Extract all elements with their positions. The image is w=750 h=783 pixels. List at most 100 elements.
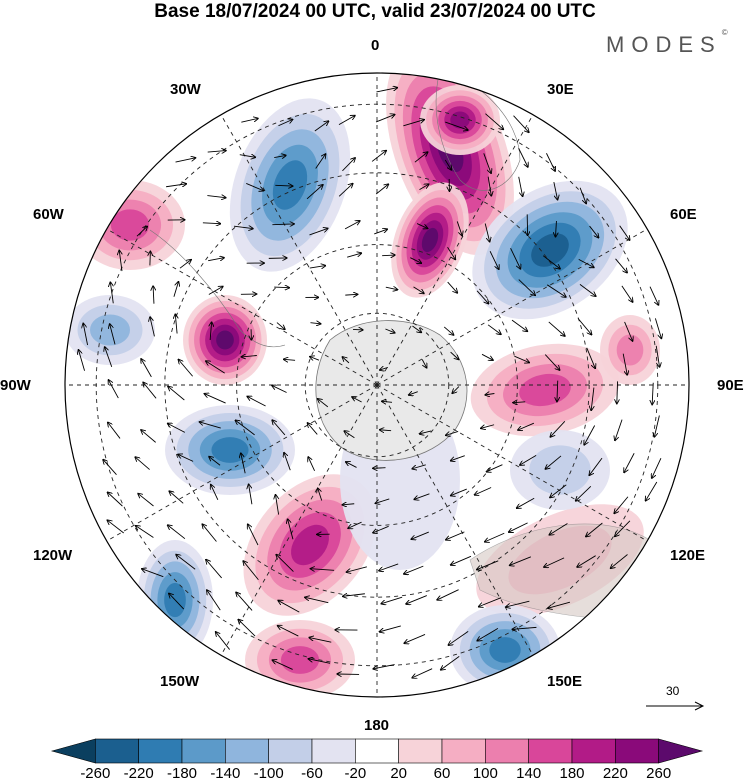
wind-arrow (276, 495, 280, 515)
wind-arrow (308, 423, 318, 435)
wind-arrow (549, 523, 568, 535)
wind-arrow (338, 184, 353, 197)
wind-arrow (200, 422, 221, 429)
wind-arrow (173, 282, 179, 297)
wind-arrow (557, 380, 558, 402)
colorbar-tick-label: -140 (210, 765, 241, 782)
wind-arrow (175, 158, 196, 163)
wind-arrow (451, 555, 472, 565)
wind-arrow (306, 185, 323, 200)
wind-arrow (414, 493, 430, 500)
wind-arrow (421, 359, 426, 368)
reference-vector-label: 30 (666, 684, 680, 698)
wind-arrow (374, 229, 387, 235)
meridian-line (106, 228, 378, 386)
wind-arrow (479, 597, 502, 607)
wind-arrow (310, 323, 320, 324)
wind-arrow (544, 354, 559, 370)
south-america (149, 229, 286, 348)
wind-arrow (308, 659, 331, 664)
wind-arrow (380, 430, 392, 431)
wind-arrow (406, 595, 427, 604)
wind-arrow (108, 422, 121, 439)
colorbar-tick-label: 60 (433, 765, 451, 782)
wind-arrow (412, 325, 421, 332)
wind-arrow (150, 252, 151, 266)
anomaly-contour (489, 637, 521, 663)
wind-arrow (404, 565, 424, 574)
wind-arrow (83, 324, 89, 346)
wind-arrow (456, 221, 462, 235)
wind-arrow (308, 457, 315, 471)
wind-arrow (545, 455, 562, 469)
wind-arrow (655, 345, 659, 367)
colorbar-swatch (615, 738, 659, 764)
wind-arrow (513, 115, 529, 132)
wind-arrow (103, 460, 117, 475)
wind-arrow (652, 382, 653, 405)
colorbar-swatch (225, 738, 269, 764)
lon-label-0: 0 (371, 37, 380, 54)
reference-vector-arrow (646, 701, 705, 711)
wind-arrow (576, 485, 592, 501)
wind-arrow (621, 285, 633, 302)
anomaly-contour (90, 314, 130, 346)
wind-arrow (451, 488, 467, 495)
wind-arrow (179, 260, 191, 269)
wind-arrow (381, 596, 403, 603)
wind-arrow (150, 317, 155, 337)
wind-arrow (272, 224, 294, 225)
wind-arrow (318, 399, 329, 408)
wind-arrow (343, 594, 365, 597)
anomaly-contour (450, 111, 470, 129)
wind-arrow (514, 355, 529, 362)
wind-arrow (617, 381, 618, 403)
colorbar-swatch (355, 738, 399, 764)
wind-arrow (510, 247, 521, 269)
wind-arrow (168, 423, 186, 433)
colorbar-tick-label: -20 (344, 765, 367, 782)
colorbar-swatch (268, 738, 313, 764)
graticule (65, 73, 689, 697)
wind-arrow (347, 253, 361, 258)
wind-arrow (375, 115, 395, 123)
wind-arrow (649, 286, 658, 305)
wind-arrow (241, 453, 246, 474)
wind-arrow (586, 522, 603, 536)
wind-arrow (450, 351, 459, 359)
colorbar-tick-label: 220 (602, 765, 628, 782)
anomaly-contour (529, 445, 591, 495)
wind-arrow (487, 176, 491, 196)
wind-arrow (441, 655, 460, 669)
wind-arrow (309, 638, 332, 643)
modes-logo: MODES© (606, 28, 728, 57)
wind-arrow (79, 350, 85, 371)
wind-arrow (510, 556, 532, 565)
map-title: Base 18/07/2024 00 UTC, valid 23/07/2024… (154, 1, 596, 22)
wind-arrow (278, 626, 299, 637)
wind-arrow (353, 329, 363, 330)
wind-arrow (373, 468, 386, 469)
wind-arrow (591, 387, 594, 411)
wind-arrow (437, 589, 459, 600)
wind-arrow (385, 328, 394, 333)
wind-arrow (272, 420, 286, 436)
meridian-line (376, 384, 534, 656)
anomaly-contour (421, 227, 439, 253)
wind-arrow (346, 462, 357, 468)
wind-arrow (448, 631, 469, 645)
wind-arrow (373, 664, 395, 669)
wind-arrow (550, 484, 567, 498)
wind-arrow (578, 258, 594, 267)
lon-label-90w: 90W (0, 377, 31, 394)
wind-arrow (475, 487, 492, 495)
wind-arrow (142, 569, 164, 578)
colorbar-swatch (658, 738, 704, 764)
wind-arrow (272, 660, 293, 670)
wind-arrow (586, 347, 595, 368)
wind-arrow (485, 393, 495, 394)
wind-arrow (375, 184, 388, 195)
wind-arrow (310, 357, 320, 361)
wind-arrow (110, 282, 114, 304)
wind-arrow (373, 525, 389, 532)
